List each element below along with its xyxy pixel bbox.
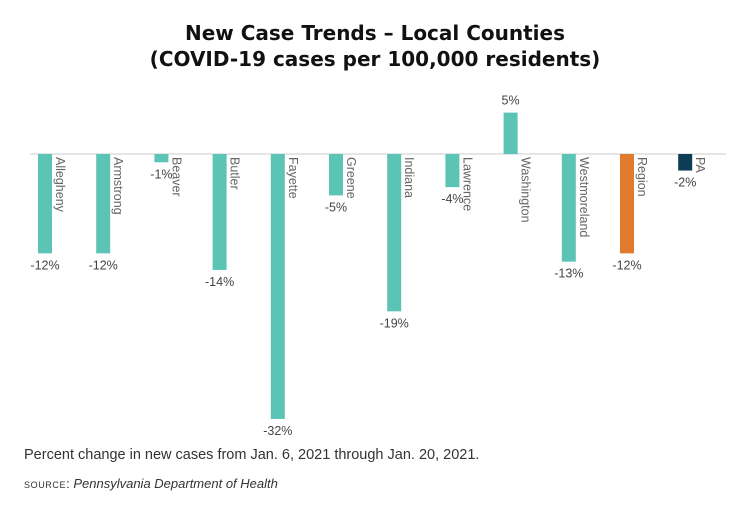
category-label-armstrong: Armstrong xyxy=(111,157,125,215)
bar-allegheny xyxy=(38,154,52,254)
value-label-allegheny: -12% xyxy=(30,258,59,272)
category-label-fayette: Fayette xyxy=(286,157,300,199)
bar-washington xyxy=(503,112,518,154)
category-label-indiana: Indiana xyxy=(402,157,416,198)
source-text: Pennsylvania Department of Health xyxy=(73,476,278,491)
chart-title-line2: (COVID-19 cases per 100,000 residents) xyxy=(149,47,601,71)
category-label-beaver: Beaver xyxy=(169,157,183,197)
bar-region xyxy=(620,154,634,254)
value-label-region: -12% xyxy=(612,258,641,272)
value-label-washington: 5% xyxy=(502,94,520,108)
bar-butler xyxy=(212,154,227,270)
value-label-lawrence: -4% xyxy=(441,192,463,206)
value-label-indiana: -19% xyxy=(380,316,409,330)
value-label-armstrong: -12% xyxy=(89,258,118,272)
bar-greene xyxy=(329,154,343,196)
bar-pa xyxy=(678,154,693,171)
value-label-fayette: -32% xyxy=(263,424,292,438)
bar-beaver xyxy=(154,154,169,163)
value-label-butler: -14% xyxy=(205,275,234,289)
chart-note: Percent change in new cases from Jan. 6,… xyxy=(24,447,480,463)
bar-indiana xyxy=(387,154,402,312)
category-label-allegheny: Allegheny xyxy=(53,157,67,213)
source-label: source xyxy=(24,476,67,491)
category-label-butler: Butler xyxy=(228,157,242,190)
bar-lawrence xyxy=(445,154,460,188)
bar-armstrong xyxy=(96,154,111,254)
value-label-pa: -2% xyxy=(674,176,696,190)
source-separator: : xyxy=(66,476,74,491)
source-line: source: Pennsylvania Department of Healt… xyxy=(24,476,278,491)
bar-chart: Allegheny -12% Armstrong -12% Beaver-1% Butle… xyxy=(30,94,727,438)
bar-westmoreland xyxy=(561,154,576,262)
category-label-washington: Washington xyxy=(519,157,533,223)
category-label-greene: Greene xyxy=(344,157,358,199)
chart-title-line1: New Case Trends – Local Counties xyxy=(184,21,566,45)
value-label-beaver: -1% xyxy=(150,167,172,181)
value-label-greene: -5% xyxy=(325,200,347,214)
category-label-westmoreland: Westmoreland xyxy=(577,157,591,237)
category-label-lawrence: Lawrence xyxy=(460,157,474,211)
value-label-westmoreland: -13% xyxy=(554,267,583,281)
category-label-region: Region xyxy=(635,157,649,197)
bar-fayette xyxy=(270,154,285,419)
category-label-pa: PA xyxy=(693,157,707,173)
